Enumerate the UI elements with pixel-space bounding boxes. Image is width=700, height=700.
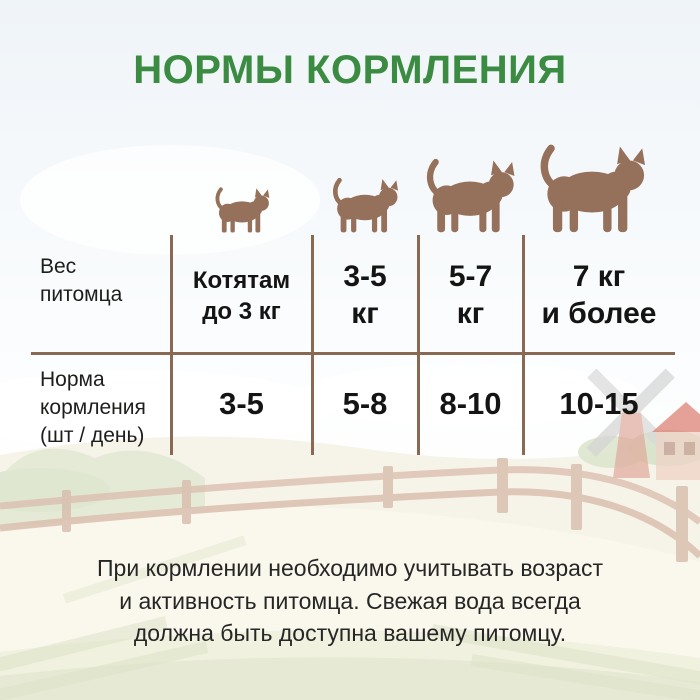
row-label-pet-weight: Вес питомца bbox=[40, 255, 123, 306]
table-grid-hline bbox=[31, 352, 675, 355]
field-stripes bbox=[0, 535, 700, 700]
table-grid-vline-1 bbox=[170, 235, 173, 455]
feeding-value-5-7kg: 8-10 bbox=[439, 386, 502, 422]
column-header-7kg-plus: 7 кг и более bbox=[541, 260, 657, 330]
small-cat-icon bbox=[330, 175, 400, 233]
medium-cat-icon bbox=[423, 155, 517, 233]
page-title: НОРМЫ КОРМЛЕНИЯ bbox=[133, 48, 567, 92]
windmill-icon bbox=[586, 368, 676, 478]
column-header-3-5kg: 3-5 кг bbox=[343, 260, 387, 330]
fence-illustration bbox=[0, 458, 700, 562]
clouds bbox=[0, 145, 640, 450]
farmhouse-icon bbox=[652, 402, 700, 480]
row-label-feeding-norm: Норма кормления (шт / день) bbox=[40, 368, 146, 447]
feeding-value-7kg-plus: 10-15 bbox=[559, 386, 639, 422]
feeding-value-3-5kg: 5-8 bbox=[342, 386, 388, 422]
column-header-kittens: Котятам до 3 кг bbox=[192, 266, 291, 325]
table-grid-vline-2 bbox=[311, 235, 314, 455]
feeding-value-kittens: 3-5 bbox=[219, 386, 264, 422]
kitten-cat-icon bbox=[213, 185, 271, 233]
column-header-5-7kg: 5-7 кг bbox=[448, 260, 493, 330]
table-grid-vline-4 bbox=[522, 235, 525, 455]
table-grid-vline-3 bbox=[417, 235, 420, 455]
feeding-advice-note: При кормлении необходимо учитывать возра… bbox=[97, 555, 603, 647]
large-cat-icon bbox=[536, 140, 648, 233]
